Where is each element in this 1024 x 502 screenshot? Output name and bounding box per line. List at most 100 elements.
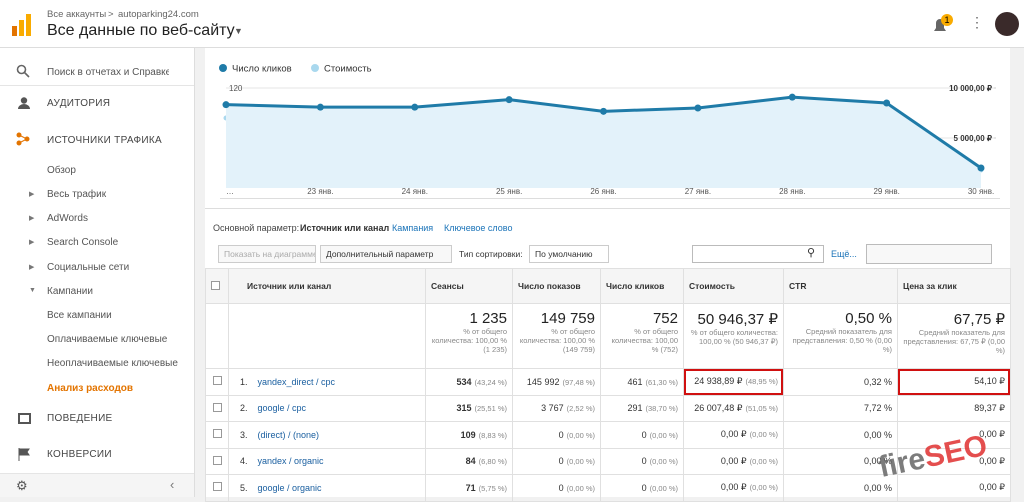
nav-item[interactable]: Search Console	[47, 237, 119, 248]
metric-cell: 26 007,48 ₽ (51,05 %)	[683, 394, 784, 422]
search-icon	[16, 64, 30, 78]
metric-pct: (2,52 %)	[566, 404, 595, 414]
checkbox-cell	[205, 447, 229, 475]
nav-subitem-active[interactable]: Анализ расходов	[47, 383, 134, 394]
metric-cell: 7,72 %	[783, 394, 898, 422]
column-header[interactable]: Сеансы	[425, 268, 513, 304]
source-link[interactable]: google / organic	[257, 482, 322, 493]
plot-button[interactable]: Показать на диаграмме	[218, 245, 316, 263]
sort-select[interactable]: По умолчанию	[529, 245, 609, 263]
metric-value: 26 007,48 ₽	[694, 402, 743, 413]
area	[226, 97, 981, 188]
column-header[interactable]: Число показов	[512, 268, 601, 304]
logo	[12, 14, 31, 36]
checkbox[interactable]	[212, 376, 222, 386]
metric-pct: (6,80 %)	[478, 457, 507, 467]
sidebar: Поиск в отчетах и Справке АУДИТОРИЯ ИСТО…	[0, 48, 195, 497]
total-note: Средний показатель для представления: 67…	[903, 328, 1005, 355]
nav-item[interactable]: Обзор	[47, 165, 76, 176]
checkbox[interactable]	[212, 429, 222, 439]
metric-value: 0,00 ₽	[979, 455, 1005, 466]
metric-cell: 0,00 %	[783, 447, 898, 475]
total-note: % от общего количества: 100,00 % (752)	[611, 327, 678, 354]
metric-value: 89,37 ₽	[974, 402, 1005, 413]
checkbox[interactable]	[212, 455, 222, 465]
column-header[interactable]: Число кликов	[600, 268, 684, 304]
point	[600, 107, 607, 115]
column-header[interactable]: Источник или канал	[228, 268, 426, 304]
column-header[interactable]: Цена за клик	[897, 268, 1011, 304]
y2-tick-label: 10 000,00 ₽	[949, 84, 992, 93]
metric-value: 0	[558, 482, 564, 493]
metric-value: 0	[641, 456, 647, 467]
checkbox[interactable]	[212, 402, 222, 412]
nav-subitem[interactable]: Неоплачиваемые ключевые	[47, 358, 178, 369]
source-cell: 1. yandex_direct / cpc	[228, 368, 426, 396]
total-value: 1 235	[469, 310, 507, 327]
nav-subitem[interactable]: Все кампании	[47, 310, 112, 321]
total-note: Средний показатель для представления: 0,…	[792, 327, 892, 354]
source-link[interactable]: yandex_direct / cpc	[257, 376, 336, 387]
metric-pct: (0,00 %)	[749, 430, 778, 440]
nav-section[interactable]: КОНВЕРСИИ	[47, 449, 112, 460]
source-link[interactable]: google / cpc	[257, 403, 307, 414]
metric-value: 54,10 ₽	[974, 376, 1005, 387]
nav-section[interactable]: ПОВЕДЕНИЕ	[47, 413, 113, 424]
source-cell: 2. google / cpc	[228, 394, 426, 422]
breadcrumb[interactable]: autoparking24.com	[118, 9, 199, 20]
more-link[interactable]: Ещё...	[831, 249, 857, 259]
point	[222, 101, 230, 109]
column-header[interactable]: Стоимость	[683, 268, 784, 304]
primary-option[interactable]: Ключевое слово	[444, 223, 513, 233]
row-index: 4.	[240, 456, 248, 467]
breadcrumb[interactable]: Все аккаунты	[47, 9, 107, 20]
totals-cell: 0,50 % Средний показатель для представлен…	[783, 303, 898, 369]
metric-cell: 315 (25,51 %)	[425, 394, 513, 422]
metric-value: 145 992	[526, 376, 560, 387]
search-input[interactable]	[692, 245, 824, 263]
point	[316, 103, 324, 111]
metric-value: 0,00 %	[863, 482, 892, 493]
metric-pct: (61,30 %)	[645, 377, 678, 387]
search[interactable]: Поиск в отчетах и Справке	[47, 67, 169, 78]
nav-subitem[interactable]: Оплачиваемые ключевые	[47, 334, 168, 345]
source-link[interactable]: (direct) / (none)	[257, 429, 320, 440]
primary-option[interactable]: Источник или канал	[300, 223, 390, 233]
settings-icon[interactable]: ⚙	[16, 478, 28, 493]
nav-item[interactable]: Кампании	[47, 286, 93, 297]
column-header[interactable]: CTR	[783, 268, 898, 304]
nav-item[interactable]: Весь трафик	[47, 189, 107, 200]
nav-section[interactable]: ИСТОЧНИКИ ТРАФИКА	[47, 135, 162, 146]
view-title[interactable]: Все данные по веб-сайту	[47, 22, 235, 39]
checkbox[interactable]	[212, 482, 222, 492]
source-link[interactable]: yandex / organic	[257, 456, 324, 467]
secondary-dimension[interactable]: Дополнительный параметр	[320, 245, 452, 263]
view-switcher[interactable]	[866, 244, 992, 264]
collapse[interactable]: ‹	[170, 477, 175, 492]
metric-value: 0,00 ₽	[720, 482, 747, 493]
avatar[interactable]	[995, 12, 1019, 36]
metric-value: 3 767	[541, 403, 564, 414]
point	[505, 96, 513, 104]
nav-item[interactable]: Социальные сети	[47, 262, 130, 273]
menu[interactable]: ⋮	[970, 14, 984, 30]
metric-cell: 24 938,89 ₽ (48,95 %)	[683, 368, 784, 396]
metric-cell: 534 (43,24 %)	[425, 368, 513, 396]
nav-section[interactable]: АУДИТОРИЯ	[47, 98, 111, 109]
metric-cell: 71 (5,75 %)	[425, 474, 513, 502]
metric-cell: 0,32 %	[783, 368, 898, 396]
nav-item[interactable]: AdWords	[47, 213, 88, 224]
metric-pct: (5,75 %)	[478, 483, 507, 493]
checkbox-cell	[205, 474, 229, 502]
notifications[interactable]: 1	[930, 14, 954, 36]
row-index: 3.	[240, 429, 248, 440]
total-value: 67,75 ₽	[953, 311, 1005, 328]
total-note: % от общего количества: 100,00 % (50 946…	[690, 328, 778, 346]
dropdown-arrow[interactable]: ▼	[234, 26, 243, 36]
x-tick-label: 25 янв.	[496, 187, 522, 196]
notification-count: 1	[944, 15, 949, 25]
primary-option[interactable]: Кампания	[392, 223, 434, 233]
metric-cell: 3 767 (2,52 %)	[512, 394, 601, 422]
metric-value: 0,00 %	[863, 456, 892, 467]
search-button[interactable]: ⚲	[807, 247, 816, 259]
